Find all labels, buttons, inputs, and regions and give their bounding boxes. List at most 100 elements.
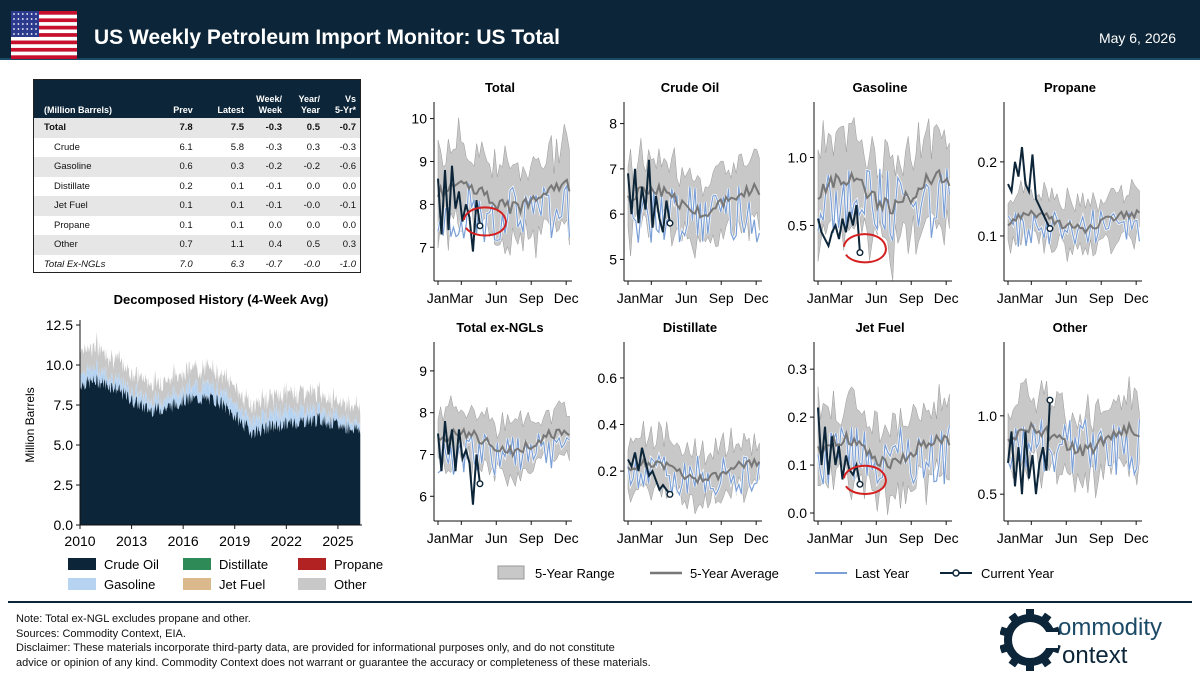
- range-band: [437, 395, 570, 488]
- legend-swatch: [68, 558, 96, 570]
- current-year-marker: [1046, 225, 1054, 233]
- table-cell: 5.8: [230, 141, 244, 153]
- header-bar: US Weekly Petroleum Import Monitor: US T…: [0, 0, 1200, 60]
- table-cell: -0.0: [303, 258, 320, 270]
- last-year-line: [1007, 209, 1141, 247]
- x-tick-label: Mar: [639, 290, 663, 306]
- panel-other: Other 0.5 1.0 Jan Mar Jun Sep Dec: [978, 320, 1149, 546]
- legend-label: Gasoline: [104, 577, 155, 592]
- footnotes: Note: Total ex-NGL excludes propane and …: [16, 612, 651, 670]
- five-year-average-line: [817, 429, 951, 470]
- table-row: Jet Fuel 0.1 0.1 -0.1 -0.0 -0.1: [34, 196, 360, 216]
- summary-table: (Million Barrels) Prev Latest Week/Week …: [33, 79, 361, 273]
- annotation-circle: [842, 464, 887, 495]
- x-tick-label: Mar: [449, 290, 473, 306]
- page-title: US Weekly Petroleum Import Monitor: US T…: [94, 26, 560, 49]
- y-tick-label: 0.5: [978, 486, 998, 502]
- footer-divider: [8, 601, 1192, 603]
- y-tick-label: 7: [419, 446, 427, 462]
- table-cell: -0.0: [303, 200, 320, 212]
- x-tick-label: Jun: [1055, 530, 1078, 546]
- x-tick-label: Jan: [807, 290, 830, 306]
- x-tick-label: Sep: [1089, 290, 1114, 306]
- y-tick-label: 0.1: [978, 228, 998, 244]
- table-cell: 0.2: [179, 180, 193, 192]
- y-tick-label: 0.3: [788, 361, 808, 377]
- table-cell: 0.0: [268, 219, 282, 231]
- x-tick-label: Mar: [639, 530, 663, 546]
- x-tick-label: 2025: [322, 533, 353, 549]
- row-label: Total Ex-NGLs: [44, 258, 106, 270]
- five-year-average-line: [1007, 420, 1140, 457]
- table-cell: 0.0: [342, 219, 356, 231]
- x-tick-label: Jan: [427, 530, 450, 546]
- panel-gasoline: Gasoline 0.5 1.0 Jan Mar Jun Sep Dec: [788, 80, 959, 306]
- col-header: Vs 5-Yr*: [324, 80, 360, 118]
- x-tick-label: Sep: [709, 290, 734, 306]
- x-tick-label: Sep: [709, 530, 734, 546]
- table-row: Crude 6.1 5.8 -0.3 0.3 -0.3: [34, 138, 360, 158]
- y-tick-label: 10: [411, 111, 427, 127]
- five-year-average-line: [1007, 208, 1141, 235]
- y-tick-label: 7: [609, 161, 617, 177]
- table-cell: -0.7: [339, 122, 356, 134]
- area-gasoline: [80, 357, 361, 439]
- table-cell: 0.7: [179, 239, 193, 251]
- current-year-marker: [476, 222, 484, 230]
- logo-line2: ontext: [1062, 642, 1128, 669]
- table-cell: 0.3: [342, 239, 356, 251]
- panel-title: Total: [485, 80, 515, 95]
- y-tick-label: 0.2: [978, 154, 998, 170]
- x-tick-label: Jun: [485, 530, 508, 546]
- x-tick-label: Jan: [997, 290, 1020, 306]
- table-cell: -0.1: [265, 200, 282, 212]
- panel-total: Total 7 8 9 10 Jan Mar Jun Sep Dec: [411, 80, 578, 306]
- col-header: Latest: [196, 80, 248, 118]
- five-year-average-line: [437, 178, 571, 217]
- legend-swatch: [298, 578, 326, 590]
- y-tick-label: 10.0: [46, 357, 73, 373]
- table-row: Gasoline 0.6 0.3 -0.2 -0.2 -0.6: [34, 157, 360, 177]
- table-cell: -0.1: [339, 200, 356, 212]
- y-tick-label: 12.5: [46, 317, 73, 333]
- y-tick-label: 5: [609, 251, 617, 267]
- current-year-marker: [856, 249, 864, 257]
- y-tick-label: 1.0: [978, 408, 998, 424]
- x-tick-label: Jun: [865, 290, 888, 306]
- y-tick-label: 1.0: [788, 150, 808, 166]
- current-year-line: [627, 159, 671, 233]
- table-cell: -1.0: [339, 258, 356, 270]
- annotation-circle: [462, 206, 507, 237]
- legend-label: 5-Year Average: [690, 566, 779, 581]
- table-cell: 0.4: [268, 239, 282, 251]
- y-tick-label: 0.6: [598, 370, 618, 386]
- panel-legend: 5-Year Range 5-Year Average Last Year Curre…: [497, 565, 1055, 581]
- row-label: Propane: [54, 219, 90, 231]
- x-tick-label: Dec: [554, 290, 579, 306]
- x-tick-label: Dec: [934, 530, 959, 546]
- table-cell: 0.1: [179, 200, 193, 212]
- x-tick-label: Mar: [829, 290, 853, 306]
- x-tick-label: Dec: [744, 530, 769, 546]
- unit-label: (Million Barrels): [34, 80, 156, 118]
- area-crude: [80, 374, 361, 525]
- x-tick-label: 2013: [116, 533, 147, 549]
- report-date: May 6, 2026: [1098, 30, 1176, 46]
- table-row: Total 7.8 7.5 -0.3 0.5 -0.7: [34, 118, 360, 138]
- last-year-line: [1007, 418, 1141, 477]
- annotation-circle: [842, 233, 887, 264]
- col-header: Week/Week: [248, 80, 286, 118]
- note-text: Note: Total ex-NGL excludes propane and …: [16, 613, 251, 625]
- table-row: Other 0.7 1.1 0.4 0.5 0.3: [34, 235, 360, 255]
- x-tick-label: Mar: [1019, 530, 1043, 546]
- y-tick-label: 6: [609, 206, 617, 222]
- x-tick-label: Jan: [807, 530, 830, 546]
- table-row: Propane 0.1 0.1 0.0 0.0 0.0: [34, 216, 360, 236]
- table-cell: -0.2: [265, 161, 282, 173]
- panel-title: Crude Oil: [661, 80, 720, 95]
- y-tick-label: 6: [419, 488, 427, 504]
- table-cell: 6.3: [230, 258, 244, 270]
- current-year-line: [437, 420, 481, 505]
- x-tick-label: Sep: [1089, 530, 1114, 546]
- legend-swatch-range: [497, 565, 525, 580]
